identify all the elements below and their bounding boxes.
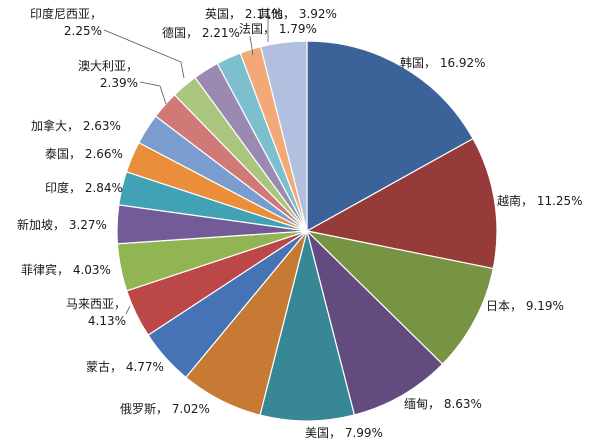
- slice-label-越南: 越南， 11.25%: [497, 193, 583, 208]
- slice-label-菲律宾: 菲律宾， 4.03%: [21, 262, 111, 277]
- slice-label-美国: 美国， 7.99%: [305, 426, 383, 440]
- slice-label-马来西亚: 马来西亚， 4.13%: [66, 297, 126, 328]
- slice-label-value: 2.39%: [100, 76, 138, 90]
- leader-line-马来西亚: [125, 305, 131, 315]
- slice-label-name: 印度尼西亚，: [30, 6, 102, 21]
- slice-labels: 韩国， 16.92% 越南， 11.25% 日本， 9.19% 缅甸， 8.63% 美国…: [17, 6, 583, 440]
- slice-label-俄罗斯: 俄罗斯， 7.02%: [120, 402, 210, 416]
- leader-lines: [103, 18, 269, 315]
- pie-slice-缅甸: [305, 229, 444, 416]
- slice-label-德国: 德国， 2.21%: [162, 25, 240, 40]
- pie-slices: [116, 40, 498, 422]
- pie-slice-越南: [305, 137, 498, 270]
- slice-label-印度: 印度， 2.84%: [45, 180, 123, 195]
- slice-label-印度尼西亚: 印度尼西亚， 2.25%: [30, 6, 102, 38]
- slice-label-新加坡: 新加坡， 3.27%: [17, 217, 107, 232]
- slice-label-加拿大: 加拿大， 2.63%: [31, 118, 121, 133]
- slice-label-name: 澳大利亚，: [78, 59, 138, 73]
- leader-line-澳大利亚: [139, 81, 167, 105]
- slice-label-value: 2.25%: [64, 24, 102, 38]
- slice-label-缅甸: 缅甸， 8.63%: [404, 397, 482, 411]
- slice-label-日本: 日本， 9.19%: [486, 299, 564, 313]
- pie-slice-其他: [259, 40, 308, 232]
- slice-label-澳大利亚: 澳大利亚， 2.39%: [78, 59, 138, 90]
- slice-label-泰国: 泰国， 2.66%: [45, 147, 123, 161]
- slice-label-蒙古: 蒙古， 4.77%: [86, 359, 164, 374]
- slice-label-韩国: 韩国， 16.92%: [400, 55, 486, 70]
- pie-slice-日本: [305, 230, 494, 366]
- leader-line-印度尼西亚: [103, 29, 185, 79]
- slice-label-英国: 英国， 2.11%: [205, 7, 283, 21]
- slice-label-其他: 其他， 3.92%: [259, 7, 337, 21]
- slice-label-name: 马来西亚，: [66, 297, 126, 311]
- leader-line-法国: [249, 35, 254, 56]
- slice-label-法国: 法国， 1.79%: [239, 22, 317, 36]
- pie-slice-美国: [259, 230, 356, 422]
- pie-slice-韩国: [306, 40, 474, 233]
- slice-label-value: 4.13%: [88, 314, 126, 328]
